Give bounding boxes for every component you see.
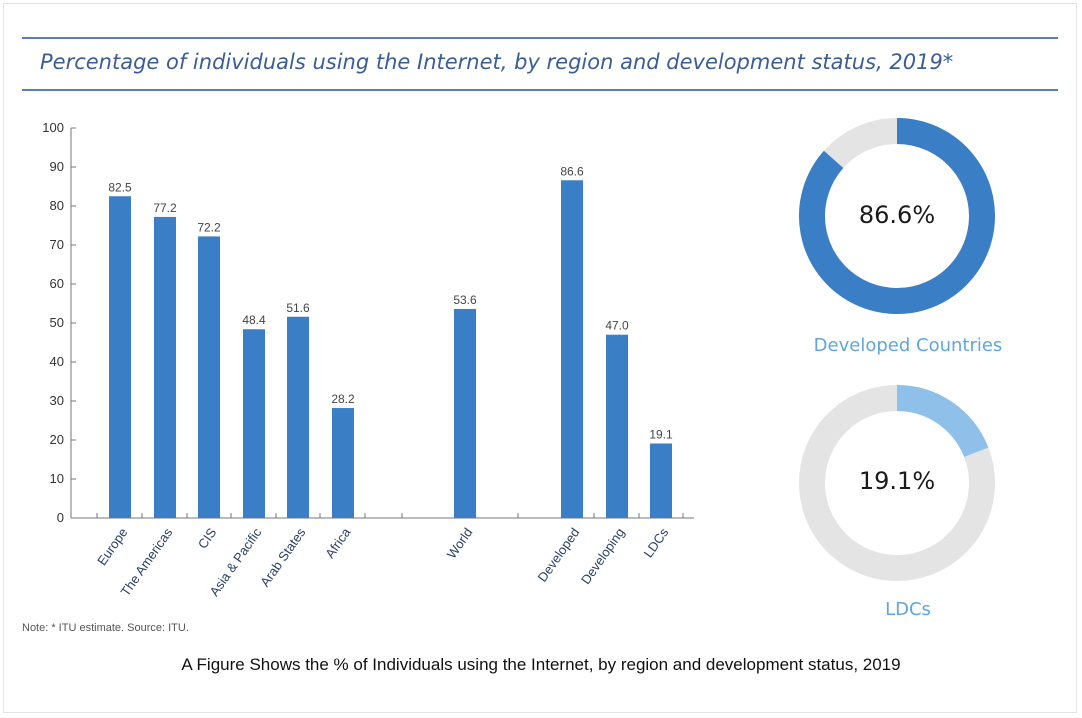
x-category-label: Developing (578, 525, 628, 587)
donut-developed-arc (799, 118, 995, 314)
bar-value-label: 19.1 (649, 428, 673, 442)
bar-value-label: 86.6 (560, 164, 584, 178)
bar-asia-pacific (243, 329, 265, 518)
bar-value-label: 72.2 (197, 220, 221, 234)
bar-value-label: 53.6 (453, 293, 477, 307)
bar-value-label: 51.6 (286, 301, 310, 315)
bar-developed (561, 180, 583, 518)
bar-value-label: 48.4 (242, 313, 266, 327)
bar-value-label: 28.2 (331, 392, 355, 406)
bar-cis (198, 236, 220, 519)
bar-series: 82.5 77.2 72.2 48.4 51.6 28.2 53.6 86.6 47.0 19.1 (108, 164, 673, 519)
donut-ldc-label: LDCs (885, 599, 931, 620)
chart-title: Percentage of individuals using the Inte… (40, 50, 954, 74)
y-tick-label: 60 (50, 276, 64, 291)
x-category-label: Africa (322, 524, 354, 560)
source-note: Note: * ITU estimate. Source: ITU. (22, 622, 189, 634)
bar-world (454, 308, 476, 518)
donut-ldc-arc (896, 385, 989, 458)
y-tick-label: 10 (50, 471, 64, 486)
donut-ldc-value: 19.1% (858, 467, 936, 495)
x-category-label: Arab States (257, 525, 309, 590)
y-tick-label: 50 (50, 315, 64, 330)
x-category-label: CIS (195, 525, 220, 552)
title-top-rule (22, 37, 1058, 39)
y-tick-label: 40 (50, 354, 64, 369)
bar-arab-states (287, 316, 309, 518)
y-tick-label: 0 (57, 510, 64, 525)
bar-the-americas (154, 216, 176, 519)
donut-developed-value: 86.6% (858, 201, 936, 229)
bar-developing (606, 334, 628, 518)
x-category-label: Europe (94, 525, 130, 568)
title-bottom-rule (22, 89, 1058, 91)
y-tick-label: 70 (50, 237, 64, 252)
figure-caption: A Figure Shows the % of Individuals usin… (181, 655, 901, 674)
x-category-label: Developed (535, 525, 583, 585)
y-axis: 0 10 20 30 40 50 60 70 80 90 100 (42, 120, 694, 525)
y-tick-label: 80 (50, 198, 64, 213)
x-category-label: LDCs (641, 525, 672, 561)
y-tick-label: 90 (50, 159, 64, 174)
bar-value-label: 77.2 (153, 201, 177, 215)
y-tick-label: 20 (50, 432, 64, 447)
bar-europe (109, 196, 131, 518)
bar-value-label: 82.5 (108, 180, 132, 194)
bar-africa (332, 408, 354, 518)
donut-charts (799, 118, 995, 581)
x-category-label: World (444, 525, 476, 561)
y-tick-label: 30 (50, 393, 64, 408)
bar-ldcs (650, 443, 672, 518)
bar-value-label: 47.0 (605, 319, 629, 333)
donut-developed-label: Developed Countries (813, 335, 1003, 356)
y-tick-label: 100 (42, 120, 64, 135)
